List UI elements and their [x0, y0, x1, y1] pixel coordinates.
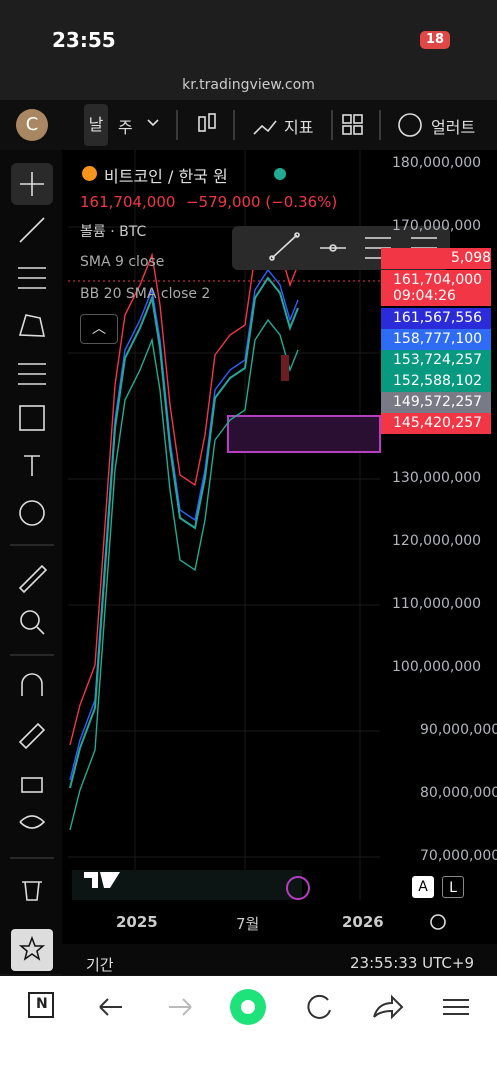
left-toolbar: [0, 150, 62, 975]
pattern-tool[interactable]: [18, 314, 46, 337]
legend-change: −579,000 (−0.36%): [186, 193, 338, 211]
price-label: 180,000,000: [392, 155, 482, 171]
reload[interactable]: [307, 994, 331, 1019]
price-tag: 152,588,102: [381, 371, 491, 392]
chevron[interactable]: [147, 119, 159, 127]
settings[interactable]: [430, 914, 446, 930]
price-tag: 161,704,000: [381, 270, 491, 291]
price-label: 70,000,000: [420, 848, 497, 864]
menu[interactable]: [443, 999, 469, 1015]
browser-header: [0, 0, 497, 100]
auto-scale[interactable]: A: [412, 876, 434, 898]
time-label: 7월: [236, 915, 260, 933]
forecast-tool[interactable]: [18, 363, 46, 385]
tool-icons: [10, 172, 54, 901]
alerts[interactable]: 얼러트: [431, 118, 476, 137]
favorites[interactable]: [11, 929, 53, 971]
price-tag: 149,572,257: [381, 392, 491, 413]
symbol[interactable]: 비트코인 / 한국 원: [104, 167, 228, 186]
price-tag: 153,724,257: [381, 350, 491, 371]
trash-tool[interactable]: [22, 881, 42, 901]
back[interactable]: [99, 998, 122, 1016]
time-label: 2025: [116, 913, 158, 931]
battery: 18: [420, 31, 450, 49]
price-tag: 5,098: [381, 248, 491, 269]
log-scale[interactable]: L: [442, 876, 464, 898]
lock-tool[interactable]: [21, 777, 43, 793]
forward[interactable]: [169, 998, 192, 1016]
lock-draw-tool[interactable]: [18, 722, 46, 750]
avatar[interactable]: C: [16, 109, 48, 141]
indicator-icon[interactable]: [253, 120, 277, 135]
shape-tool[interactable]: [19, 405, 45, 431]
price-tag: 145,420,257: [381, 413, 491, 434]
candle-icon[interactable]: [198, 116, 206, 132]
collapse-legend[interactable]: ︿: [80, 314, 118, 344]
price-series: [69, 233, 299, 831]
share[interactable]: [373, 994, 404, 1020]
interval[interactable]: 주: [118, 118, 133, 137]
price-label: 170,000,000: [392, 218, 482, 234]
tabs-letter[interactable]: N: [36, 996, 48, 1012]
zoom-tool[interactable]: [20, 610, 40, 630]
footer: [62, 944, 497, 975]
legend-price: 161,704,000: [80, 193, 176, 211]
hide-tool[interactable]: [19, 815, 46, 829]
trend-line[interactable]: [271, 234, 298, 259]
line-tool[interactable]: [19, 217, 45, 243]
market-status: [274, 168, 286, 180]
tv-logo: [84, 872, 120, 888]
price-label: 90,000,000: [420, 722, 497, 738]
status-time: 23:55: [52, 28, 116, 52]
price-label: 110,000,000: [392, 596, 482, 612]
price-label: 100,000,000: [392, 659, 482, 675]
tabs-button[interactable]: [28, 992, 54, 1018]
indicators[interactable]: 지표: [284, 118, 314, 137]
magnet-tool[interactable]: [21, 673, 43, 696]
range[interactable]: 기간: [86, 956, 114, 974]
price-label: 120,000,000: [392, 533, 482, 549]
grid: [68, 150, 380, 900]
volume-legend[interactable]: 볼륨 · BTC: [80, 224, 147, 240]
fib-tool[interactable]: [18, 267, 46, 289]
bb-legend[interactable]: BB 20 SMA close 2: [80, 286, 211, 302]
emoji-tool[interactable]: [19, 500, 45, 526]
price-tag: 158,777,100: [381, 329, 491, 350]
price-label: 80,000,000: [420, 785, 497, 801]
top-toolbar: [0, 100, 497, 150]
price-tag: 161,567,556: [381, 308, 491, 329]
clock: 23:55:33 UTC+9: [350, 954, 474, 972]
time-label: 2026: [342, 913, 384, 931]
alert-icon[interactable]: [398, 113, 422, 137]
plot-area: [68, 150, 380, 900]
interval-prev[interactable]: 날: [84, 104, 108, 146]
btc-icon: [82, 166, 97, 181]
toolbar-icons: [147, 110, 422, 140]
url[interactable]: kr.tradingview.com: [182, 77, 315, 93]
countdown: 09:04:26: [381, 288, 491, 306]
ruler-tool[interactable]: [18, 564, 48, 594]
price-label: 130,000,000: [392, 470, 482, 486]
text-tool[interactable]: [24, 455, 40, 476]
sma-legend[interactable]: SMA 9 close: [80, 254, 165, 270]
lightning[interactable]: [286, 876, 310, 900]
rectangle-drawing[interactable]: [227, 415, 381, 453]
